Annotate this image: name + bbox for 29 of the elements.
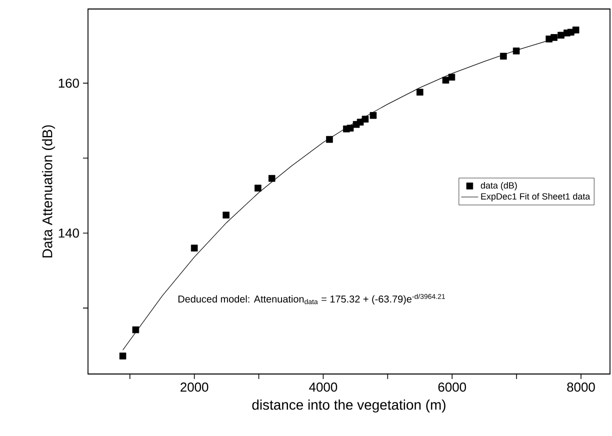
y-tick-label: 160 [58, 78, 79, 88]
point [512, 48, 520, 54]
point [254, 184, 262, 192]
x-tick-label: 4000 [309, 382, 338, 392]
point [326, 136, 333, 143]
point [442, 76, 450, 84]
point [190, 244, 198, 252]
legend-label: data (dB) [480, 182, 517, 190]
x-tick-label: 2000 [180, 382, 208, 392]
y-tick-label: 140 [58, 228, 79, 238]
point [346, 124, 354, 132]
point [222, 212, 230, 219]
point [132, 326, 140, 334]
point [572, 26, 580, 34]
point [500, 52, 507, 60]
point [370, 112, 377, 119]
point [558, 32, 564, 39]
y-axis-title: Data Attenuation (dB) [42, 125, 56, 258]
x-axis-title: distance into the vegetation (m) [252, 400, 446, 413]
point [448, 74, 456, 81]
x-tick-label: 8000 [567, 382, 595, 392]
point [119, 352, 126, 360]
legend-label: ExpDec1 Fit of Sheet1 data [481, 192, 590, 202]
x-tick-label: 6000 [438, 382, 466, 392]
point [268, 174, 276, 182]
point [362, 116, 369, 123]
point [550, 34, 558, 41]
point [416, 88, 424, 96]
annotation: Deduced model: Attenuation$_{data}$ = 175.32 + (-63.79)e$^{-d/3964.21}$ [178, 294, 445, 305]
